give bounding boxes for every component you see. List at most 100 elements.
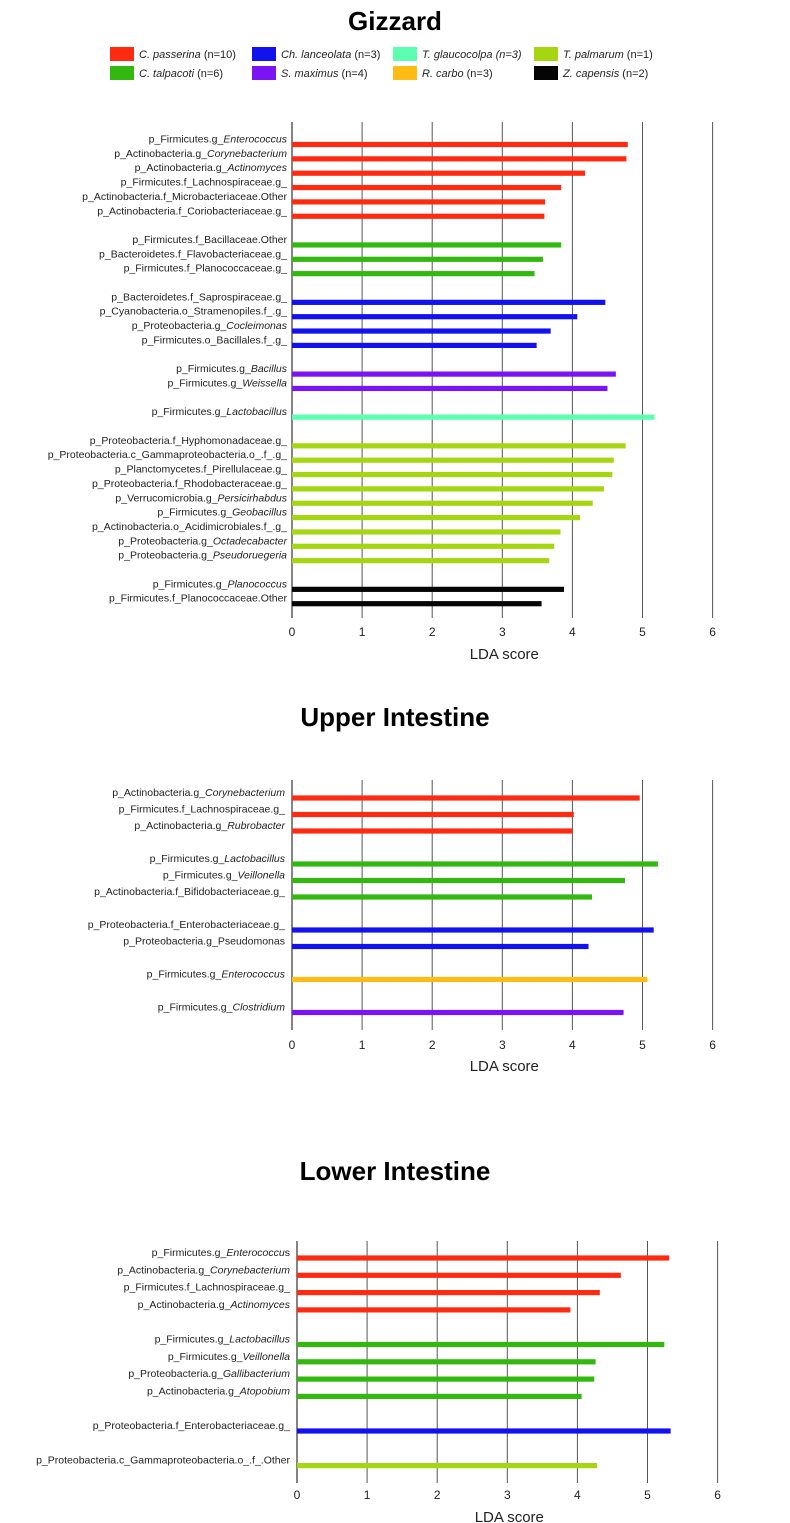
x-tick-label: 5	[639, 1038, 646, 1052]
label-genus: Actinomyces	[226, 162, 287, 174]
bar-label: p_Firmicutes.g_Enterococcus	[149, 134, 288, 146]
legend-swatch	[110, 47, 134, 61]
x-tick-label: 4	[574, 1488, 581, 1502]
legend-label: Z. capensis (n=2)	[562, 68, 648, 80]
legend-swatch	[534, 66, 558, 80]
label-prefix: p_Firmicutes.g_	[163, 870, 238, 882]
bar-label: p_Actinobacteria.o_Acidimicrobiales.f_.g…	[92, 521, 287, 533]
legend-swatch	[110, 66, 134, 80]
x-tick-label: 6	[709, 1038, 716, 1052]
label-prefix: p_Firmicutes.g_	[150, 853, 225, 865]
bar-label: p_Actinobacteria.g_Rubrobacter	[134, 820, 285, 832]
label-prefix: p_Firmicutes.f_Lachnospiraceae.g_	[119, 804, 286, 816]
bar	[292, 943, 589, 950]
label-genus: Lactobacillus	[224, 853, 285, 865]
label-prefix: p_Actinobacteria.g_	[112, 787, 205, 799]
label-genus: Enterococcus	[223, 134, 287, 146]
bar-label: p_Firmicutes.f_Planococcaceae.g_	[124, 263, 288, 275]
bar	[292, 877, 625, 884]
bar	[292, 861, 658, 867]
legend-count: (n=2)	[619, 68, 648, 80]
label-prefix: p_Actinobacteria.g_	[147, 1385, 240, 1397]
bar	[292, 170, 586, 176]
bar-label: p_Actinobacteria.g_Corynebacterium	[117, 1264, 290, 1276]
bar	[292, 457, 614, 463]
bar	[292, 299, 606, 305]
label-genus: Persicirhabdus	[218, 492, 288, 504]
bar-label: p_Bacteroidetes.f_Flavobacteriaceae.g_	[99, 248, 287, 260]
label-genus: Geobacillus	[232, 507, 288, 519]
label-prefix: p_Firmicutes.f_Bacillaceae.Other	[132, 234, 287, 246]
label-genus: Clostridium	[232, 1002, 285, 1014]
label-genus: Actinomyces	[229, 1299, 290, 1311]
legend-species: S. maximus	[281, 68, 339, 80]
legend-species: Z. capensis	[562, 68, 620, 80]
label-prefix: p_Proteobacteria.f_Rhodobacteraceae.g_	[92, 478, 287, 490]
bar-label: p_Firmicutes.g_Planococcus	[153, 578, 288, 590]
x-tick-label: 3	[499, 1038, 506, 1052]
x-tick-label: 2	[429, 625, 436, 639]
bar	[292, 811, 574, 818]
bar-label: p_Proteobacteria.f_Enterobacteriaceae.g_	[88, 919, 285, 931]
bar-label: p_Proteobacteria.c_Gammaproteobacteria.o…	[36, 1455, 290, 1467]
label-prefix: p_Firmicutes.g_	[157, 507, 232, 519]
label-prefix: p_Firmicutes.g_	[176, 363, 251, 375]
bar-label: p_Proteobacteria.g_Pseudoruegeria	[118, 550, 287, 562]
label-prefix: p_Firmicutes.g_	[149, 134, 224, 146]
bar-label: p_Planctomycetes.f_Pirellulaceae.g_	[115, 464, 287, 476]
x-tick-label: 5	[644, 1488, 651, 1502]
label-prefix: p_Firmicutes.f_Planococcaceae.g_	[124, 263, 288, 275]
bar-label: p_Firmicutes.f_Planococcaceae.Other	[109, 593, 288, 605]
label-prefix: p_Verrucomicrobia.g_	[115, 492, 217, 504]
bar	[292, 342, 537, 348]
legend-label: Ch. lanceolata (n=3)	[281, 49, 380, 61]
bar-label: p_Firmicutes.g_Enterococcus	[152, 1247, 290, 1259]
bar-label: p_Firmicutes.f_Lachnospiraceae.g_	[124, 1282, 291, 1294]
label-genus: Atopobium	[239, 1385, 290, 1397]
bar-label: p_Firmicutes.g_Bacillus	[176, 363, 288, 375]
bar-label: p_Actinobacteria.f_Bifidobacteriaceae.g_	[94, 886, 285, 898]
label-prefix: p_Proteobacteria.c_Gammaproteobacteria.o…	[48, 449, 287, 461]
legend-item: Ch. lanceolata (n=3)	[252, 47, 380, 61]
bar-label: p_Proteobacteria.f_Rhodobacteraceae.g_	[92, 478, 287, 490]
label-prefix: p_Firmicutes.f_Planococcaceae.Other	[109, 593, 288, 605]
legend-species: C. talpacoti	[139, 68, 195, 80]
bar	[297, 1272, 621, 1278]
bar	[297, 1359, 596, 1365]
label-prefix: p_Proteobacteria.g_	[132, 320, 227, 332]
label-genus: Rubrobacter	[227, 820, 285, 832]
legend-count: (n=6)	[194, 68, 223, 80]
chart-panel: Lower Intestinep_Firmicutes.g_Enterococc…	[36, 1156, 721, 1523]
bar	[292, 471, 613, 478]
bar	[297, 1307, 571, 1313]
x-tick-label: 3	[499, 625, 506, 639]
bar	[292, 199, 546, 205]
label-prefix: p_Actinobacteria.g_	[138, 1299, 231, 1311]
bar-label: p_Firmicutes.g_Lactobacillus	[152, 406, 288, 418]
bar	[292, 1009, 624, 1016]
bar-label: p_Proteobacteria.c_Gammaproteobacteria.o…	[48, 449, 287, 461]
bar-label: p_Actinobacteria.g_Corynebacterium	[114, 148, 287, 160]
label-prefix: p_Proteobacteria.c_Gammaproteobacteria.o…	[36, 1455, 290, 1467]
legend-count: (n=3)	[464, 68, 493, 80]
label-prefix: p_Firmicutes.g_	[168, 377, 243, 389]
label-prefix: p_Firmicutes.o_Bacillales.f_.g_	[142, 334, 287, 346]
label-prefix: p_Actinobacteria.f_Microbacteriaceae.Oth…	[82, 191, 287, 203]
bar-label: p_Actinobacteria.f_Coriobacteriaceae.g_	[97, 205, 287, 217]
label-genus: Corynebacterium	[210, 1264, 290, 1276]
label-prefix: p_Bacteroidetes.f_Saprospiraceae.g_	[111, 291, 287, 303]
legend-species: R. carbo	[422, 68, 464, 80]
bar-label: p_Verrucomicrobia.g_Persicirhabdus	[115, 492, 287, 504]
legend-label: T. glaucocolpa (n=3)	[422, 49, 522, 61]
label-genus: Corynebacterium	[205, 787, 285, 799]
bar	[297, 1428, 671, 1434]
label-prefix: p_Proteobacteria.g_	[128, 1368, 223, 1380]
bar	[297, 1255, 670, 1261]
bar	[292, 586, 564, 592]
bar	[292, 271, 535, 277]
label-suffix: s	[285, 1247, 290, 1259]
legend-species: T. palmarum	[563, 49, 624, 61]
label-genus: Pseudoruegeria	[213, 550, 287, 562]
label-genus: Octadecabacter	[213, 535, 288, 547]
bar-label: p_Bacteroidetes.f_Saprospiraceae.g_	[111, 291, 287, 303]
